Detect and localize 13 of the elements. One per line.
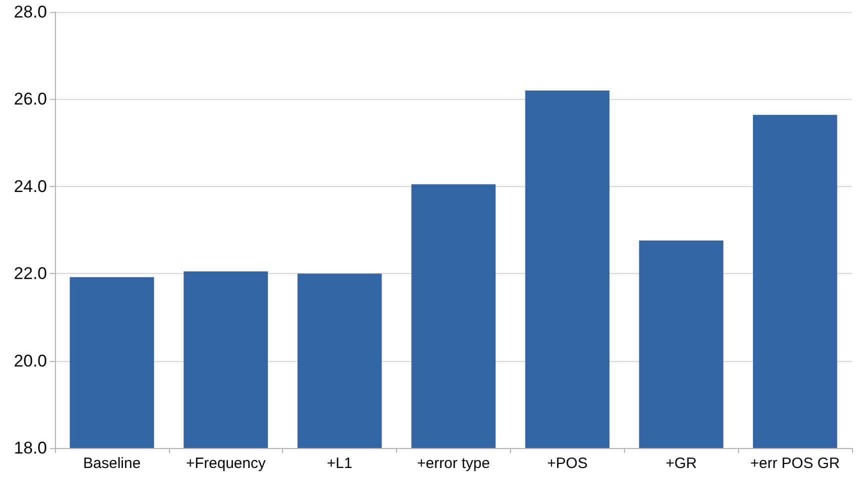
y-tick-label: 22.0: [14, 264, 47, 284]
x-tick-label: +Frequency: [186, 455, 266, 472]
x-tick-label: Baseline: [83, 455, 141, 472]
x-tick-label: +POS: [547, 455, 588, 472]
x-tick-label: +error type: [417, 455, 490, 472]
x-tick-label: +L1: [326, 455, 352, 472]
y-tick-label: 24.0: [14, 176, 47, 196]
y-tick-label: 28.0: [14, 2, 47, 22]
y-tick-label: 26.0: [14, 90, 47, 109]
x-tick-label: +GR: [666, 455, 698, 472]
x-tick-label: +err POS GR: [750, 455, 840, 472]
y-tick-label: 18.0: [14, 438, 47, 458]
y-tick-label: 20.0: [14, 351, 47, 370]
